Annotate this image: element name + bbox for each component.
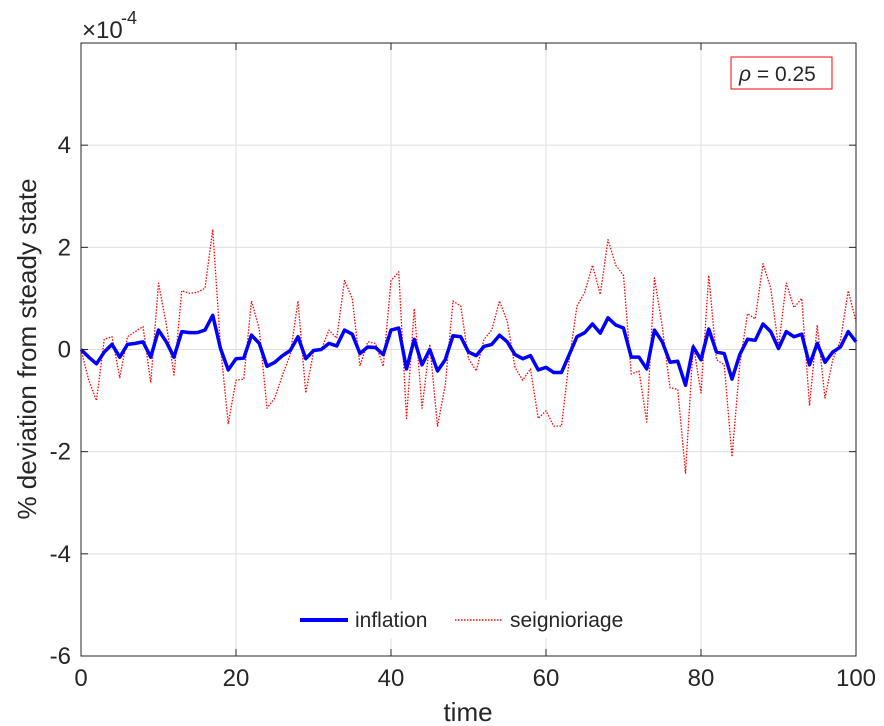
y-tick-label: 2 [58, 234, 71, 261]
x-tick-label: 0 [74, 665, 87, 692]
x-tick-label: 40 [378, 665, 405, 692]
y-tick-label: -2 [50, 439, 71, 466]
series-line-inflation [79, 313, 858, 388]
y-multiplier-base: ×10 [82, 17, 123, 44]
plot-area [79, 42, 858, 657]
series-layer [79, 228, 858, 474]
y-axis-multiplier: ×10 -4 [82, 8, 137, 44]
rho-annotation: ρ = 0.25 [730, 56, 833, 90]
y-tick-label: -6 [50, 643, 71, 670]
axis-ticks [80, 43, 857, 657]
y-tick-labels: -6 -4 -2 0 2 4 [50, 132, 71, 670]
legend-inflation-label: inflation [355, 609, 427, 632]
y-axis-label: % deviation from steady state [12, 178, 42, 519]
x-tick-label: 80 [688, 665, 715, 692]
x-tick-label: 100 [836, 665, 876, 692]
y-tick-label: -4 [50, 541, 71, 568]
legend-box [290, 600, 652, 638]
legend-seignioriage-label: seignioriage [510, 609, 623, 632]
x-tick-labels: 0 20 40 60 80 100 [74, 665, 876, 692]
series-line-seignioriage [80, 228, 857, 474]
x-tick-label: 20 [223, 665, 250, 692]
rho-value: = 0.25 [751, 63, 816, 86]
y-multiplier-exponent: -4 [121, 8, 137, 28]
legend: inflation seignioriage [290, 600, 652, 638]
y-tick-label: 0 [58, 337, 71, 364]
rho-symbol: ρ [738, 63, 751, 86]
annotation-box [730, 56, 833, 90]
y-tick-label: 4 [58, 132, 71, 159]
annotation-text: ρ = 0.25 [738, 63, 816, 86]
x-tick-label: 60 [533, 665, 560, 692]
x-axis-label: time [443, 697, 492, 726]
